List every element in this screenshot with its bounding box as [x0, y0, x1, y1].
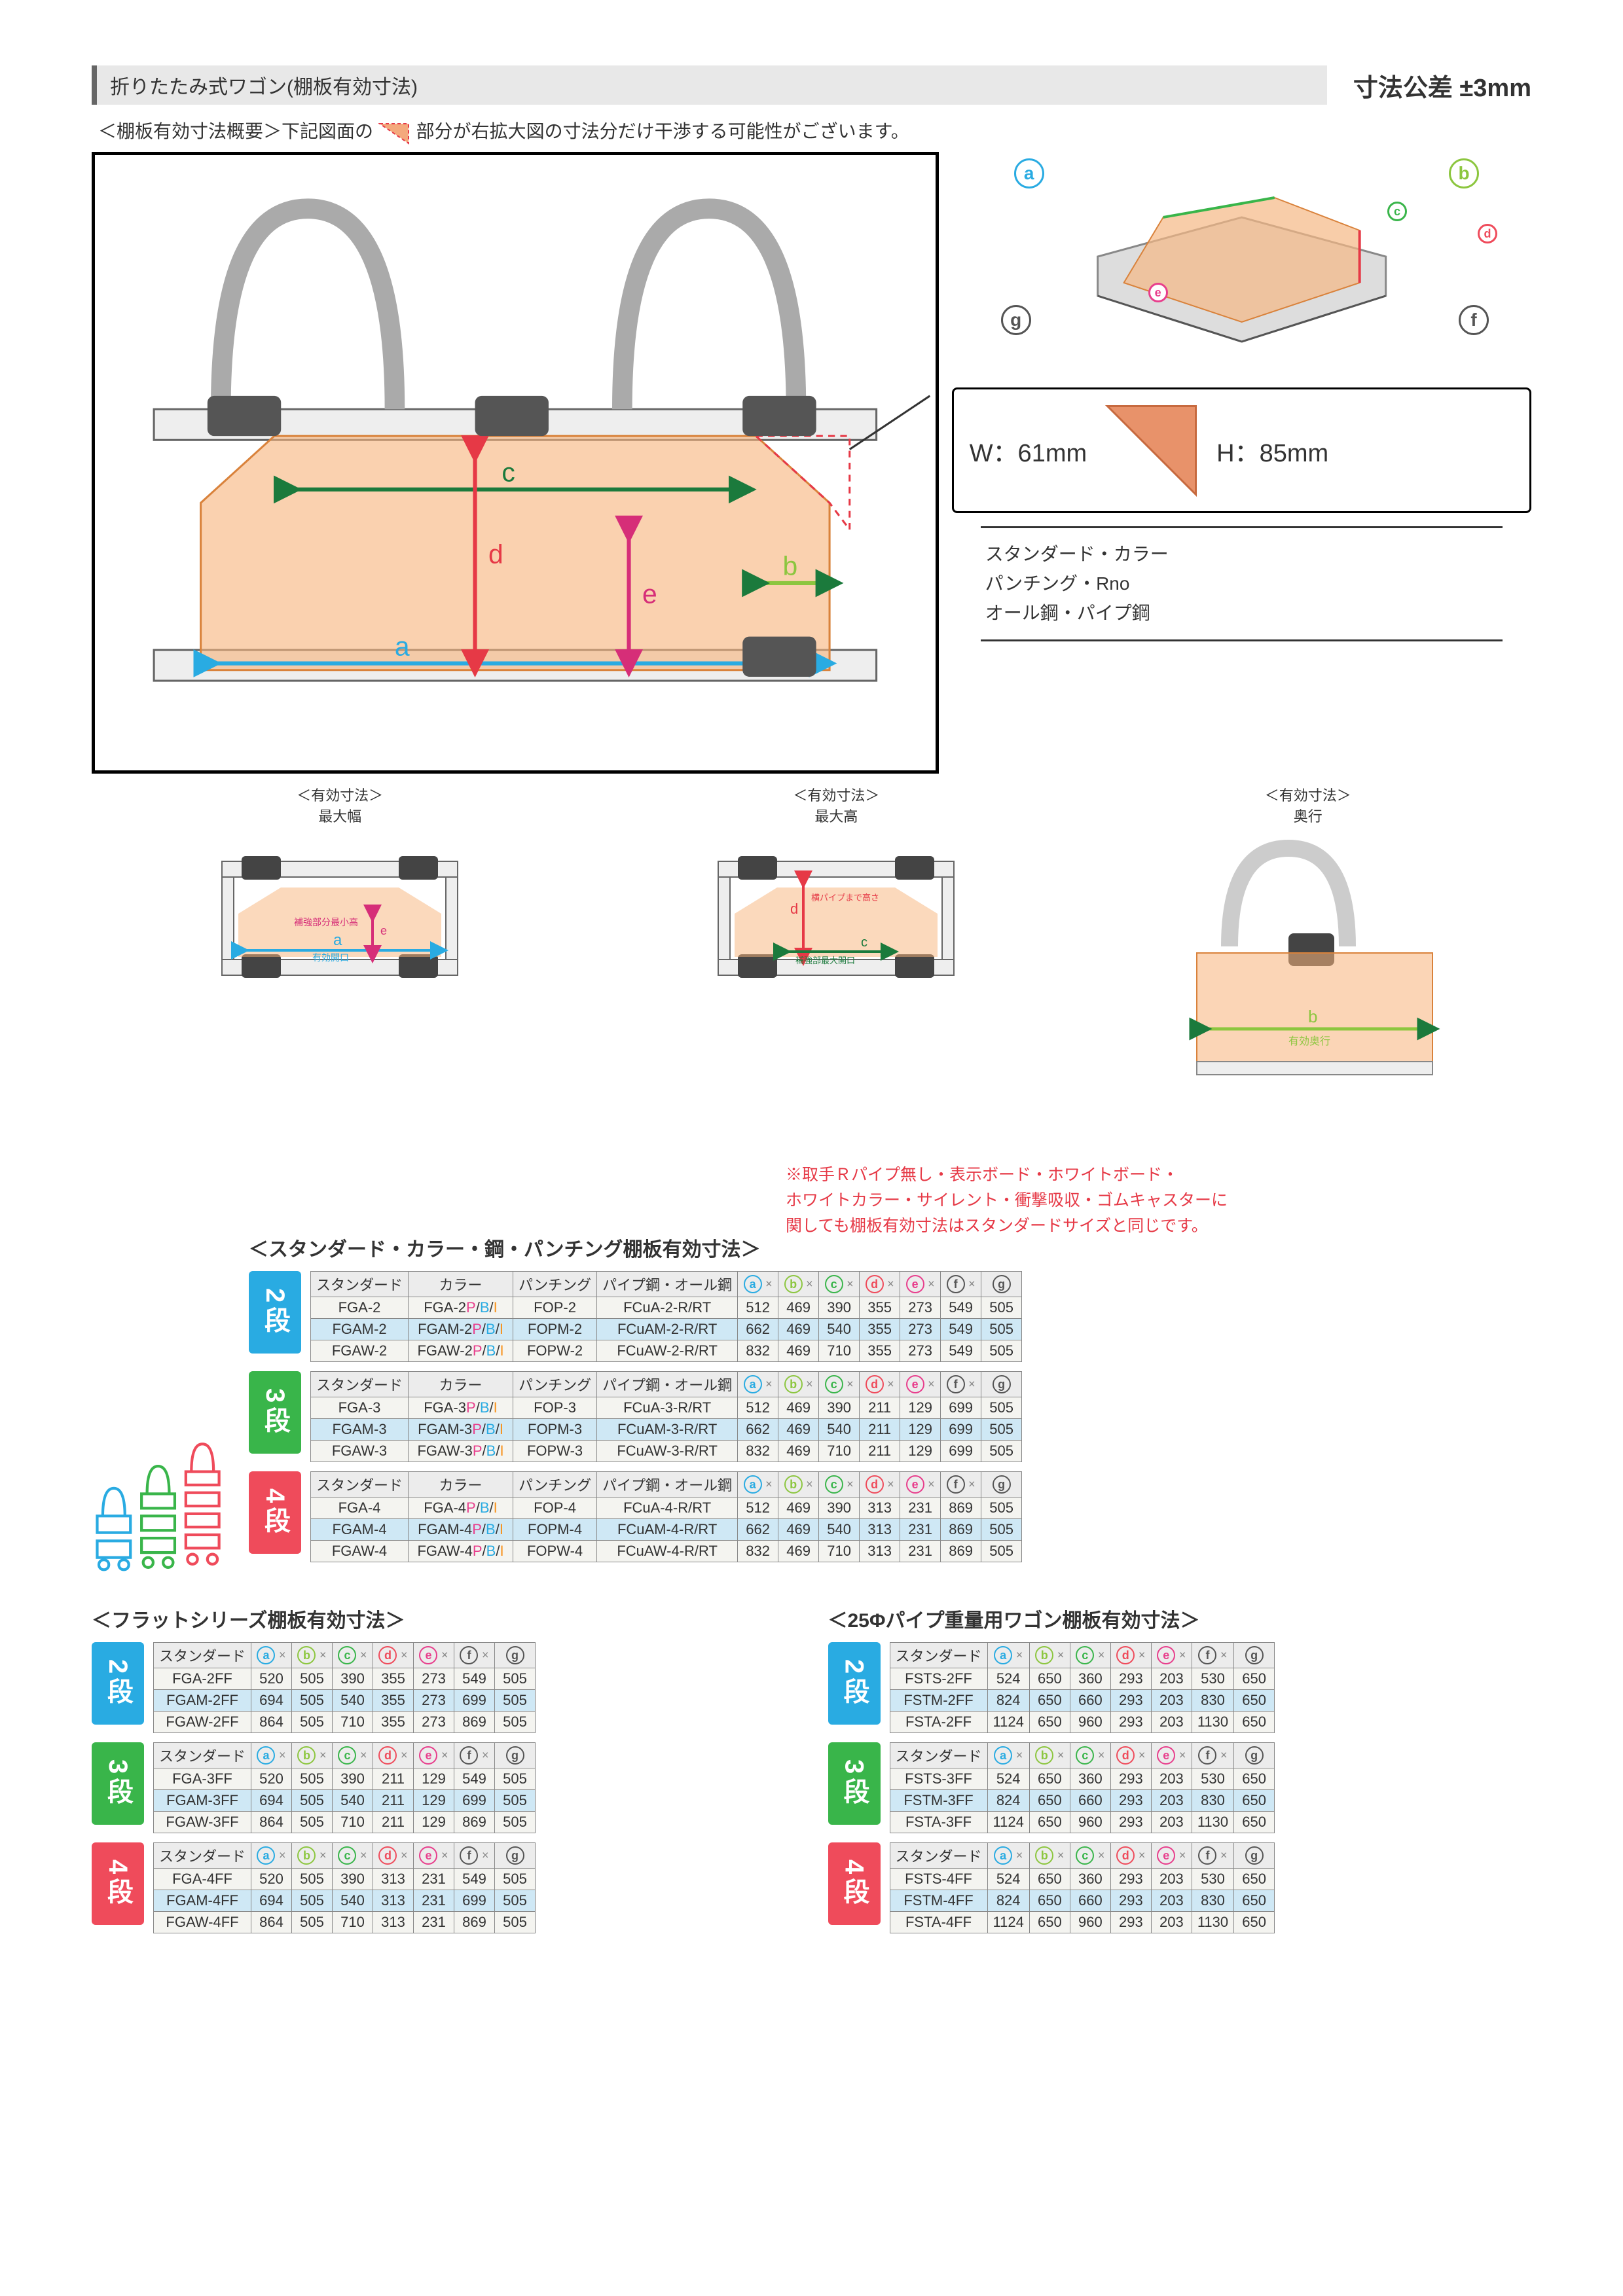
corner-triangle-icon	[1103, 401, 1201, 499]
header-title-left: 折りたたみ式ワゴン(棚板有効寸法)	[92, 65, 1327, 105]
svg-text:補強部分最小高: 補強部分最小高	[294, 917, 358, 927]
spec-table: スタンダードカラーパンチングパイプ鋼・オール鋼a ×b ×c ×d ×e ×f …	[310, 1271, 1022, 1362]
dan-badge: 4段	[249, 1471, 301, 1554]
dan-badge: 4段	[828, 1842, 881, 1925]
svg-text:補強部最大開口: 補強部最大開口	[795, 956, 855, 965]
main-wagon-diagram: a c d e b	[92, 152, 939, 774]
spec-table: スタンダードa ×b ×c ×d ×e ×f ×g FSTS-2FF524650…	[890, 1642, 1275, 1733]
spec-table: スタンダードa ×b ×c ×d ×e ×f ×g FSTS-4FF524650…	[890, 1842, 1275, 1933]
table-group: 2段 スタンダードa ×b ×c ×d ×e ×f ×g FGA-2FF5205…	[92, 1642, 795, 1733]
svg-text:a: a	[395, 631, 410, 661]
table-group: 2段 スタンダードカラーパンチングパイプ鋼・オール鋼a ×b ×c ×d ×e …	[249, 1271, 1531, 1362]
dan-badge: 4段	[92, 1842, 144, 1925]
table-group: 2段 スタンダードa ×b ×c ×d ×e ×f ×g FSTS-2FF524…	[828, 1642, 1532, 1733]
table-group: 3段 スタンダードa ×b ×c ×d ×e ×f ×g FSTS-3FF524…	[828, 1742, 1532, 1833]
sub-diagram-width: ＜有効寸法＞ 最大幅 a 有効開口 e 補強部分最小高	[92, 779, 588, 1123]
table-group: 4段 スタンダードカラーパンチングパイプ鋼・オール鋼a ×b ×c ×d ×e …	[249, 1471, 1531, 1562]
dan-badge: 3段	[92, 1742, 144, 1825]
svg-text:c: c	[861, 935, 867, 950]
svg-text:e: e	[380, 924, 387, 937]
sub-diagram-height: ＜有効寸法＞ 最大高 d 横パイプまで高さ c 補強部最大開口	[588, 779, 1084, 1123]
dan-badge: 2段	[828, 1642, 881, 1725]
dan-badge: 3段	[249, 1371, 301, 1454]
dan-badge: 2段	[249, 1271, 301, 1354]
dan-badge: 2段	[92, 1642, 144, 1725]
dan-badge: 3段	[828, 1742, 881, 1825]
table-group: 3段 スタンダードカラーパンチングパイプ鋼・オール鋼a ×b ×c ×d ×e …	[249, 1371, 1531, 1462]
spec-table: スタンダードa ×b ×c ×d ×e ×f ×g FGA-2FF5205053…	[153, 1642, 536, 1733]
svg-text:e: e	[642, 579, 657, 609]
svg-text:有効開口: 有効開口	[312, 952, 349, 963]
sec2-title: ＜フラットシリーズ棚板有効寸法＞	[92, 1604, 795, 1633]
intro-text: ＜棚板有効寸法概要＞下記図面の 部分が右拡大図の寸法分だけ干渉する可能性がござい…	[98, 118, 1525, 145]
h-value: H：85mm	[1216, 433, 1328, 469]
table-group: 4段 スタンダードa ×b ×c ×d ×e ×f ×g FGA-4FF5205…	[92, 1842, 795, 1933]
spec-table: スタンダードa ×b ×c ×d ×e ×f ×g FSTS-3FF524650…	[890, 1742, 1275, 1833]
header-tolerance: 寸法公差 ±3mm	[1353, 67, 1531, 103]
sec3-title: ＜25Φパイプ重量用ワゴン棚板有効寸法＞	[828, 1604, 1532, 1633]
svg-text:横パイプまで高さ: 横パイプまで高さ	[811, 893, 879, 903]
spec-table: スタンダードa ×b ×c ×d ×e ×f ×g FGA-3FF5205053…	[153, 1742, 536, 1833]
svg-text:a: a	[333, 931, 342, 949]
svg-text:d: d	[488, 539, 503, 569]
svg-text:b: b	[783, 551, 798, 581]
isometric-diagram: a b c d e f g	[952, 152, 1531, 374]
table-group: 4段 スタンダードa ×b ×c ×d ×e ×f ×g FSTS-4FF524…	[828, 1842, 1532, 1933]
svg-text:d: d	[790, 901, 798, 917]
w-value: W：61mm	[970, 433, 1087, 469]
wagon-outline-icons	[92, 1405, 236, 1571]
panel-types-list: スタンダード・カラー パンチング・Rno オール鋼・パイプ鋼	[965, 526, 1518, 641]
wh-callout: W：61mm H：85mm	[952, 387, 1531, 513]
svg-text:c: c	[501, 457, 515, 488]
sec1-title: ＜スタンダード・カラー・鋼・パンチング棚板有効寸法＞	[249, 1233, 1531, 1262]
table-group: 3段 スタンダードa ×b ×c ×d ×e ×f ×g FGA-3FF5205…	[92, 1742, 795, 1833]
svg-text:有効奥行: 有効奥行	[1288, 1035, 1330, 1047]
spec-table: スタンダードカラーパンチングパイプ鋼・オール鋼a ×b ×c ×d ×e ×f …	[310, 1471, 1022, 1562]
page-header: 折りたたみ式ワゴン(棚板有効寸法) 寸法公差 ±3mm	[92, 65, 1531, 105]
svg-text:b: b	[1308, 1007, 1317, 1026]
spec-table: スタンダードカラーパンチングパイプ鋼・オール鋼a ×b ×c ×d ×e ×f …	[310, 1371, 1022, 1462]
sub-diagram-depth: ＜有効寸法＞ 奥行 b 有効奥行	[1085, 779, 1531, 1123]
red-triangle-icon	[378, 121, 411, 145]
spec-table: スタンダードa ×b ×c ×d ×e ×f ×g FGA-4FF5205053…	[153, 1842, 536, 1933]
